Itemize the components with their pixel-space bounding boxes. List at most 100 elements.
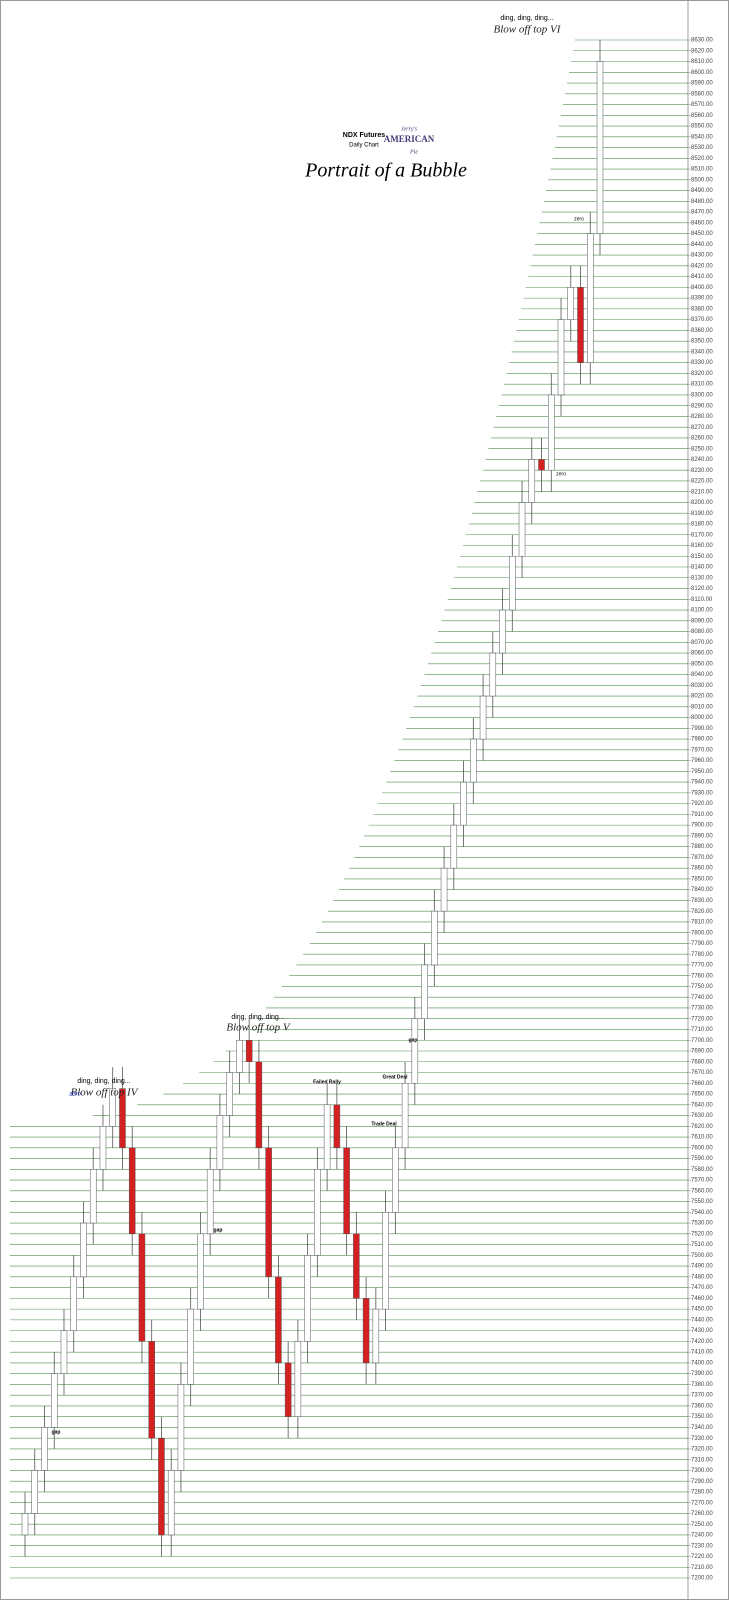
y-tick-label: 8340.00 (691, 349, 713, 355)
annotation: zero (556, 471, 566, 477)
y-tick-label: 8170.00 (691, 532, 713, 538)
y-tick-label: 7910.00 (691, 812, 713, 818)
candle-body (70, 1276, 77, 1331)
y-tick-label: 7780.00 (691, 952, 713, 958)
candle-body (284, 1362, 292, 1417)
y-tick-label: 8370.00 (691, 317, 713, 323)
y-tick-label: 8020.00 (691, 694, 713, 700)
candle-body (177, 1384, 185, 1471)
candle-body (41, 1427, 48, 1471)
candle-body (372, 1308, 380, 1364)
candle-body (265, 1147, 272, 1278)
candle-body (21, 1513, 29, 1536)
y-tick-label: 7250.00 (691, 1522, 713, 1528)
annotation: Failed Rally (313, 1079, 341, 1085)
y-tick-label: 7850.00 (691, 876, 713, 882)
y-tick-label: 7710.00 (691, 1027, 713, 1033)
y-tick-label: 7410.00 (691, 1350, 713, 1356)
y-tick-label: 8250.00 (691, 446, 713, 452)
y-tick-label: 8430.00 (691, 253, 713, 259)
y-tick-label: 8520.00 (691, 156, 713, 162)
y-tick-label: 7280.00 (691, 1490, 713, 1496)
y-tick-label: 7720.00 (691, 1016, 713, 1022)
y-tick-label: 7390.00 (691, 1371, 713, 1377)
y-tick-label: 8270.00 (691, 425, 713, 431)
candle-body (343, 1147, 350, 1235)
y-tick-label: 7550.00 (691, 1199, 713, 1205)
y-tick-label: 7990.00 (691, 726, 713, 732)
candle-body (31, 1470, 38, 1514)
candle-body (557, 319, 565, 396)
y-tick-label: 7930.00 (691, 790, 713, 796)
y-tick-label: 7340.00 (691, 1425, 713, 1431)
y-tick-label: 7790.00 (691, 941, 713, 947)
y-tick-label: 7350.00 (691, 1414, 713, 1420)
candle-body (60, 1330, 68, 1374)
y-tick-label: 8580.00 (691, 91, 713, 97)
y-tick-label: 7770.00 (691, 963, 713, 969)
y-tick-label: 8030.00 (691, 683, 713, 689)
candle-body (548, 394, 555, 471)
y-tick-label: 8240.00 (691, 457, 713, 463)
candle-body (50, 1373, 58, 1428)
y-tick-label: 7650.00 (691, 1092, 713, 1098)
y-tick-label: 8390.00 (691, 296, 713, 302)
y-tick-label: 7980.00 (691, 737, 713, 743)
candle-body (577, 287, 584, 363)
annotation: Trade Deal (371, 1121, 397, 1127)
annotation: zero (68, 1092, 81, 1098)
y-tick-label: 7920.00 (691, 801, 713, 807)
y-tick-label: 7690.00 (691, 1049, 713, 1055)
y-tick-label: 8060.00 (691, 651, 713, 657)
candle-body (596, 61, 604, 234)
candle-body (99, 1126, 107, 1170)
y-tick-label: 8010.00 (691, 704, 713, 710)
y-tick-label: 8630.00 (691, 38, 713, 44)
y-tick-label: 7830.00 (691, 898, 713, 904)
y-tick-label: 7560.00 (691, 1188, 713, 1194)
y-tick-label: 7440.00 (691, 1317, 713, 1323)
y-tick-label: 7470.00 (691, 1285, 713, 1291)
candle-body (401, 1083, 409, 1149)
y-tick-label: 8590.00 (691, 81, 713, 87)
y-tick-label: 7210.00 (691, 1565, 713, 1571)
candle-group (21, 40, 604, 1557)
candle-body (109, 1088, 116, 1127)
y-tick-label: 7800.00 (691, 930, 713, 936)
y-tick-label: 8050.00 (691, 661, 713, 667)
y-tick-label: 8080.00 (691, 629, 713, 635)
annotation: Great Deal (382, 1074, 408, 1080)
y-tick-label: 7540.00 (691, 1210, 713, 1216)
y-tick-label: 7330.00 (691, 1436, 713, 1442)
y-tick-label: 8070.00 (691, 640, 713, 646)
candle-body (148, 1341, 155, 1439)
y-tick-label: 7900.00 (691, 823, 713, 829)
candle-body (440, 867, 448, 912)
y-tick-label: 8360.00 (691, 328, 713, 334)
candle-body (255, 1061, 263, 1149)
y-tick-label: 8000.00 (691, 715, 713, 721)
candle-body (197, 1233, 204, 1310)
y-tick-label: 8540.00 (691, 134, 713, 140)
y-tick-label: 7460.00 (691, 1296, 713, 1302)
y-tick-label: 8150.00 (691, 554, 713, 560)
y-tick-label: 7660.00 (691, 1081, 713, 1087)
candle-body (275, 1276, 282, 1364)
y-tick-label: 7320.00 (691, 1447, 713, 1453)
y-tick-label: 7730.00 (691, 1006, 713, 1012)
annotation: Daily Chart (349, 143, 379, 149)
annotation: ding, ding, ding... (77, 1078, 130, 1085)
y-tick-label: 8130.00 (691, 575, 713, 581)
candle-body (333, 1104, 341, 1149)
candle-body (470, 738, 477, 783)
y-tick-label: 8410.00 (691, 274, 713, 280)
y-tick-label: 8120.00 (691, 586, 713, 592)
y-tick-label: 7740.00 (691, 995, 713, 1001)
y-tick-label: 8110.00 (691, 597, 713, 603)
y-tick-label: 8620.00 (691, 48, 713, 54)
y-tick-label: 7630.00 (691, 1113, 713, 1119)
y-tick-label: 8210.00 (691, 489, 713, 495)
candle-body (392, 1147, 399, 1213)
y-tick-label: 7450.00 (691, 1307, 713, 1313)
y-tick-label: 7590.00 (691, 1156, 713, 1162)
